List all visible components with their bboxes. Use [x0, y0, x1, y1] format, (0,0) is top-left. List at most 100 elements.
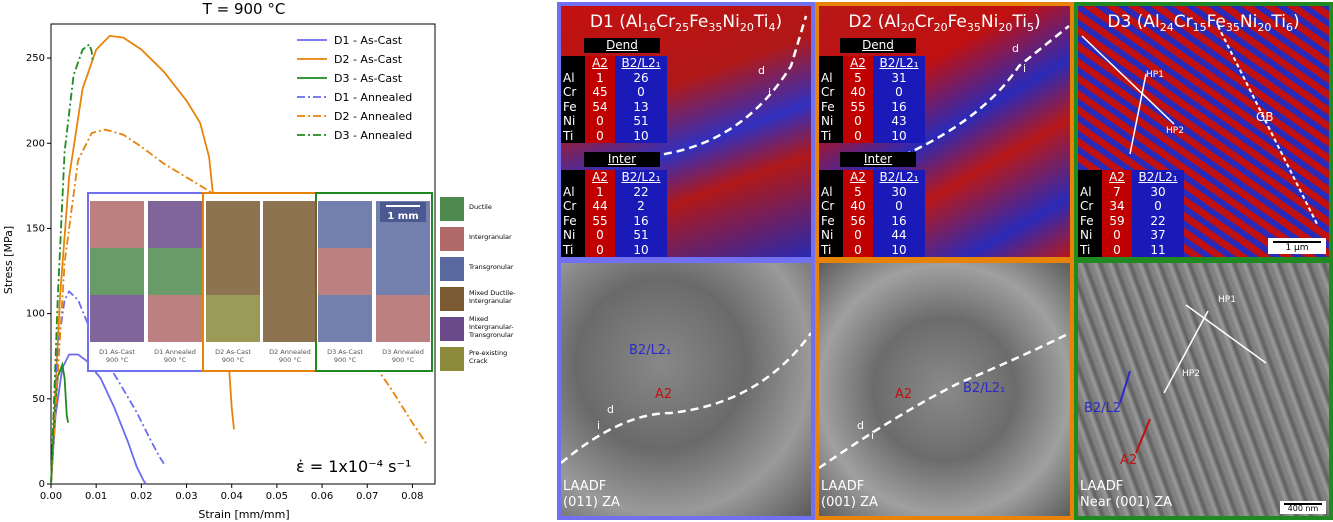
table-cell: 51: [615, 228, 667, 243]
table-cell: 0: [585, 114, 615, 129]
table-cell: [819, 56, 843, 71]
fracture-legend-swatch: [440, 257, 464, 281]
d2-stem-d-label: d: [857, 419, 864, 432]
table-cell: 0: [843, 114, 873, 129]
thumb-region: [263, 248, 317, 295]
table-cell: [561, 170, 585, 185]
strain-rate-annotation: ε̇ = 1x10⁻⁴ s⁻¹: [296, 457, 411, 476]
fracture-legend-swatch: [440, 197, 464, 221]
table-cell: Al: [561, 184, 585, 199]
d1-stem-image: B2/L2₁ A2 d i LAADF (011) ZA: [561, 263, 811, 516]
thumb-region: [148, 201, 202, 248]
table-cell: 56: [843, 213, 873, 228]
d2-stem-boundary: [819, 331, 1070, 470]
table-cell: Ni: [561, 114, 585, 129]
thumb-region: [263, 295, 317, 342]
fracture-legend-swatch: [440, 287, 464, 311]
thumb-region: [206, 295, 260, 342]
table-cell: B2/L2₁: [873, 56, 925, 71]
table-cell: B2/L2₁: [615, 56, 667, 71]
d3-title: D3 (Al24Cr15Fe35Ni20Ti6): [1107, 12, 1300, 34]
table-row: Ti 0 10: [819, 128, 925, 143]
table-cell: 11: [1132, 242, 1184, 257]
d3-lines: [1081, 25, 1319, 227]
table-cell: Ti: [561, 242, 585, 257]
thumb-region: [318, 295, 372, 342]
fracture-legend-label: Ductile: [469, 203, 492, 211]
table-row: Fe 59 22: [1078, 213, 1184, 228]
table-cell: 0: [843, 128, 873, 143]
d1-inter-label: Inter: [584, 152, 660, 167]
table-cell: [819, 170, 843, 185]
table-cell: 10: [615, 128, 667, 143]
d3-stem-scale-bar: 400 nm: [1280, 501, 1326, 514]
table-cell: 26: [615, 70, 667, 85]
fracture-legend-label: Mixed Ductile-: [469, 289, 516, 297]
table-cell: 2: [615, 199, 667, 214]
stress-strain-chart: T = 900 °C 0.00 0.01 0.02 0.03 0.04 0.05 0.06 0…: [2, 0, 516, 521]
table-cell: Cr: [561, 85, 585, 100]
table-cell: 16: [615, 213, 667, 228]
y-tick-label: 0: [39, 479, 45, 490]
d3-stem-hp1-label: HP1: [1218, 295, 1236, 305]
x-tick-label: 0.03: [175, 491, 197, 502]
legend-entry: D1 - Annealed: [334, 91, 412, 104]
thumb-caption: 900 °C: [334, 356, 357, 364]
table-cell: Al: [1078, 184, 1102, 199]
thumb-region: [206, 201, 260, 248]
thumb-caption: D1 Annealed: [154, 348, 196, 356]
fracture-legend-swatch: [440, 317, 464, 341]
thumb-region: [90, 201, 144, 248]
table-cell: Fe: [561, 99, 585, 114]
d3-stem-scale-label: 400 nm: [1287, 504, 1319, 513]
legend-entry: D3 - As-Cast: [334, 72, 403, 85]
table-cell: Cr: [819, 85, 843, 100]
thumb-region: [148, 248, 202, 295]
table-cell: 43: [873, 114, 925, 129]
thumb-region: [318, 201, 372, 248]
table-row: Ti 0 11: [1078, 242, 1184, 257]
fracture-legend-label: Crack: [469, 357, 488, 365]
x-tick-label: 0.08: [401, 491, 423, 502]
d3-gb-label: GB: [1256, 110, 1274, 124]
thumb-region: [90, 295, 144, 342]
table-row: Al 1 22: [561, 184, 667, 199]
table-row: Ni 0 37: [1078, 228, 1184, 243]
table-row: Fe 56 16: [819, 213, 925, 228]
table-cell: A2: [585, 170, 615, 185]
table-cell: 16: [873, 99, 925, 114]
table-cell: B2/L2₁: [873, 170, 925, 185]
fracture-legend-label: Transgronular: [468, 263, 514, 271]
table-cell: 55: [585, 213, 615, 228]
table-cell: 10: [615, 242, 667, 257]
table-cell: 5: [843, 184, 873, 199]
d2-stem-image: B2/L2₁ A2 d i LAADF (001) ZA: [819, 263, 1070, 516]
table-cell: 1: [585, 70, 615, 85]
d2-eds-map: D2 (Al20Cr20Fe35Ni20Ti5) Dend A2 B2/L2₁ Al…: [819, 6, 1070, 257]
plot-frame: [50, 23, 436, 485]
table-cell: 55: [843, 99, 873, 114]
d2-stem-caption-2: (001) ZA: [821, 495, 878, 510]
table-cell: A2: [843, 170, 873, 185]
d2-stem-a2-label: A2: [895, 387, 913, 402]
table-header-row: A2 B2/L2₁: [819, 170, 925, 185]
table-cell: Ni: [819, 114, 843, 129]
table-cell: 51: [615, 114, 667, 129]
table-cell: Fe: [561, 213, 585, 228]
fracture-legend-label: Pre-existing: [469, 349, 507, 357]
thumb-caption: 900 °C: [222, 356, 245, 364]
table-cell: 0: [585, 128, 615, 143]
d3-stem-caption-1: LAADF: [1080, 479, 1124, 494]
table-cell: 0: [873, 85, 925, 100]
table-cell: Al: [819, 70, 843, 85]
table-cell: 44: [873, 228, 925, 243]
d3-eds-map: D3 (Al24Cr15Fe35Ni20Ti6) HP1 HP2 GB A2 B2…: [1078, 6, 1329, 257]
d2-d-label: d: [1012, 42, 1019, 55]
x-tick-label: 0.01: [85, 491, 107, 502]
table-cell: Ni: [819, 228, 843, 243]
x-tick-label: 0.06: [311, 491, 333, 502]
d2-dend-table: A2 B2/L2₁ Al 5 31 Cr 40 0 Fe 55 16 Ni 0 43 Ti 0 10: [819, 56, 925, 143]
table-row: Al 5 31: [819, 70, 925, 85]
table-cell: 40: [843, 199, 873, 214]
table-cell: 10: [873, 128, 925, 143]
